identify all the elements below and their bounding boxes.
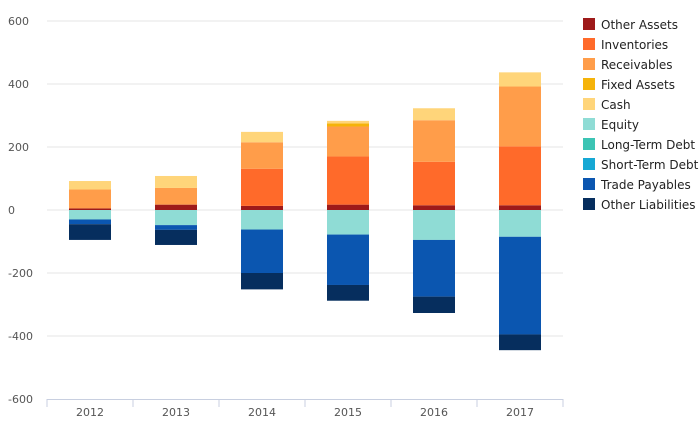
legend-item-other-liabilities[interactable]: Other Liabilities bbox=[583, 198, 696, 212]
legend-item-receivables[interactable]: Receivables bbox=[583, 58, 673, 72]
legend-item-short-term-debt[interactable]: Short-Term Debt bbox=[583, 158, 699, 172]
y-tick-label: 200 bbox=[8, 141, 29, 154]
bar-segment-equity-2016[interactable] bbox=[413, 210, 455, 240]
bar-segment-receivables-2017[interactable] bbox=[499, 86, 541, 147]
x-tick-label: 2014 bbox=[248, 406, 276, 419]
bars bbox=[69, 72, 541, 351]
x-tick-label: 2016 bbox=[420, 406, 448, 419]
legend-label: Equity bbox=[601, 118, 639, 132]
x-axis: 2012 2013 2014 2015 2016 2017 bbox=[46, 399, 564, 419]
y-tick-label: -400 bbox=[8, 330, 33, 343]
bar-segment-equity-2014[interactable] bbox=[241, 210, 283, 230]
bar-segment-trade-payables-2015[interactable] bbox=[327, 234, 369, 285]
bar-segment-other-assets-2015[interactable] bbox=[327, 204, 369, 210]
legend-item-inventories[interactable]: Inventories bbox=[583, 38, 668, 52]
legend-label: Fixed Assets bbox=[601, 78, 675, 92]
legend-swatch bbox=[583, 38, 595, 50]
legend-label: Long-Term Debt bbox=[601, 138, 695, 152]
legend: Other Assets Inventories Receivables Fixed … bbox=[583, 18, 699, 212]
legend-label: Other Liabilities bbox=[601, 198, 696, 212]
y-axis: 600 400 200 0 -200 -400 -600 bbox=[8, 15, 33, 406]
bar-segment-trade-payables-2014[interactable] bbox=[241, 229, 283, 273]
legend-swatch bbox=[583, 138, 595, 150]
legend-swatch bbox=[583, 178, 595, 190]
x-tick-label: 2017 bbox=[506, 406, 534, 419]
bar-segment-inventories-2015[interactable] bbox=[327, 156, 369, 205]
bar-segment-receivables-2013[interactable] bbox=[155, 187, 197, 205]
legend-label: Receivables bbox=[601, 58, 673, 72]
legend-swatch bbox=[583, 78, 595, 90]
legend-swatch bbox=[583, 58, 595, 70]
bar-segment-equity-2015[interactable] bbox=[327, 210, 369, 235]
bar-segment-receivables-2016[interactable] bbox=[413, 120, 455, 162]
bar-segment-inventories-2017[interactable] bbox=[499, 146, 541, 206]
legend-label: Short-Term Debt bbox=[601, 158, 699, 172]
y-tick-label: 400 bbox=[8, 78, 29, 91]
bar-segment-inventories-2014[interactable] bbox=[241, 168, 283, 206]
bar-segment-other-assets-2017[interactable] bbox=[499, 205, 541, 210]
legend-label: Cash bbox=[601, 98, 631, 112]
bar-segment-other-liabilities-2014[interactable] bbox=[241, 273, 283, 290]
legend-swatch bbox=[583, 18, 595, 30]
legend-item-other-assets[interactable]: Other Assets bbox=[583, 18, 678, 32]
bar-segment-equity-2013[interactable] bbox=[155, 210, 197, 226]
bar-segment-receivables-2014[interactable] bbox=[241, 142, 283, 169]
legend-swatch bbox=[583, 158, 595, 170]
legend-swatch bbox=[583, 198, 595, 210]
x-tick-label: 2015 bbox=[334, 406, 362, 419]
legend-item-equity[interactable]: Equity bbox=[583, 118, 639, 132]
y-tick-label: -600 bbox=[8, 393, 33, 406]
bar-segment-trade-payables-2017[interactable] bbox=[499, 236, 541, 335]
legend-item-fixed-assets[interactable]: Fixed Assets bbox=[583, 78, 675, 92]
bar-segment-other-liabilities-2015[interactable] bbox=[327, 284, 369, 301]
bar-segment-inventories-2016[interactable] bbox=[413, 161, 455, 206]
bar-segment-other-assets-2014[interactable] bbox=[241, 205, 283, 210]
bar-segment-cash-2012[interactable] bbox=[69, 181, 111, 190]
legend-label: Other Assets bbox=[601, 18, 678, 32]
bar-segment-other-assets-2013[interactable] bbox=[155, 204, 197, 210]
bar-segment-trade-payables-2012[interactable] bbox=[69, 219, 111, 225]
y-tick-label: 600 bbox=[8, 15, 29, 28]
bar-segment-equity-2017[interactable] bbox=[499, 210, 541, 237]
bar-segment-fixed-assets-2015[interactable] bbox=[327, 123, 369, 127]
bar-segment-cash-2014[interactable] bbox=[241, 131, 283, 143]
legend-item-cash[interactable]: Cash bbox=[583, 98, 631, 112]
bar-segment-receivables-2015[interactable] bbox=[327, 126, 369, 157]
legend-item-long-term-debt[interactable]: Long-Term Debt bbox=[583, 138, 695, 152]
bar-segment-receivables-2012[interactable] bbox=[69, 189, 111, 209]
x-tick-label: 2012 bbox=[76, 406, 104, 419]
x-tick-label: 2013 bbox=[162, 406, 190, 419]
legend-item-trade-payables[interactable]: Trade Payables bbox=[583, 178, 691, 192]
bar-segment-cash-2017[interactable] bbox=[499, 72, 541, 87]
bar-segment-cash-2016[interactable] bbox=[413, 108, 455, 121]
bar-segment-other-liabilities-2017[interactable] bbox=[499, 334, 541, 351]
bar-segment-other-assets-2012[interactable] bbox=[69, 208, 111, 210]
legend-swatch bbox=[583, 118, 595, 130]
gridlines bbox=[47, 20, 563, 337]
bar-segment-other-liabilities-2016[interactable] bbox=[413, 296, 455, 314]
y-tick-label: 0 bbox=[8, 204, 15, 217]
bar-segment-cash-2015[interactable] bbox=[327, 120, 369, 124]
legend-label: Trade Payables bbox=[600, 178, 691, 192]
bar-segment-other-assets-2016[interactable] bbox=[413, 205, 455, 210]
bar-segment-equity-2012[interactable] bbox=[69, 210, 111, 220]
bar-segment-other-liabilities-2013[interactable] bbox=[155, 229, 197, 245]
legend-swatch bbox=[583, 98, 595, 110]
y-tick-label: -200 bbox=[8, 267, 33, 280]
bar-segment-trade-payables-2013[interactable] bbox=[155, 225, 197, 230]
legend-label: Inventories bbox=[601, 38, 668, 52]
bar-segment-cash-2013[interactable] bbox=[155, 175, 197, 188]
bar-segment-trade-payables-2016[interactable] bbox=[413, 239, 455, 297]
bar-segment-other-liabilities-2012[interactable] bbox=[69, 224, 111, 240]
